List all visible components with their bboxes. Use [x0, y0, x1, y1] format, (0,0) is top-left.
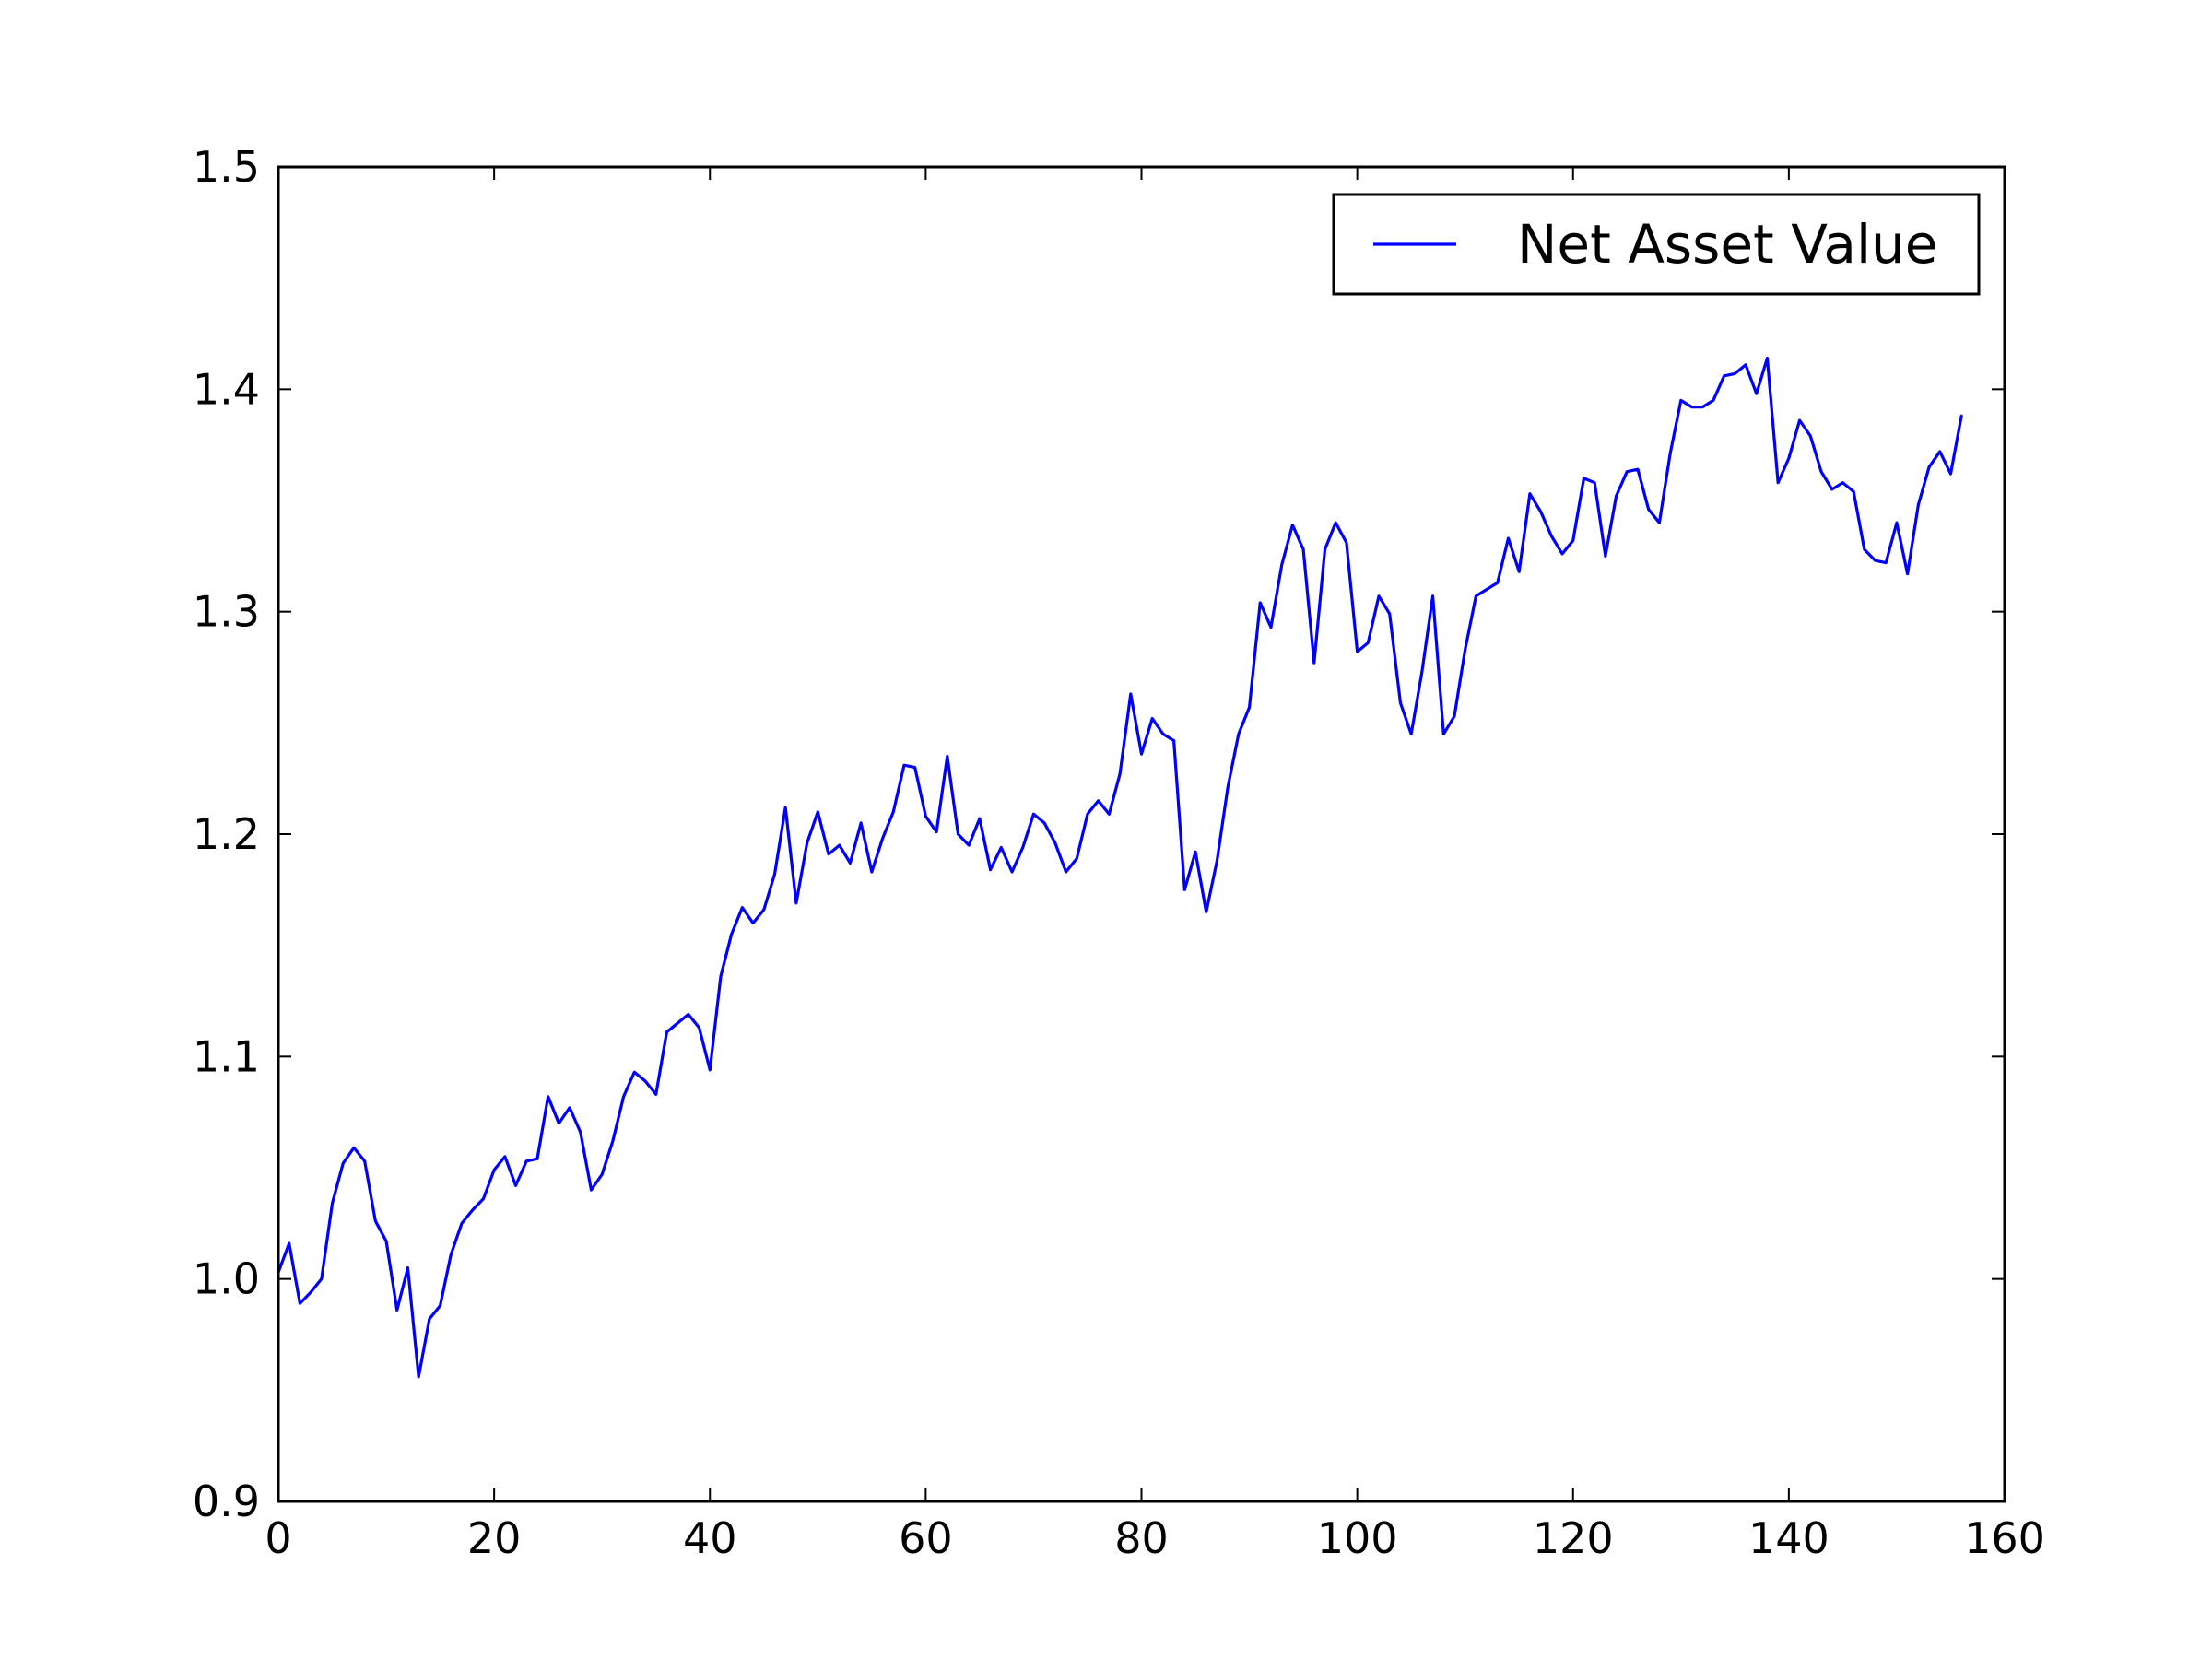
plot-frame — [276, 165, 2006, 1503]
y-tick-label: 1.2 — [193, 809, 260, 859]
ticks-layer: 0 20 40 60 80 100 120 140 160 0.9 1.0 1.1 1.2 1.3 1.4 1… — [193, 142, 2045, 1563]
y-tick-label: 1.0 — [193, 1254, 260, 1304]
y-tick-label: 1.1 — [193, 1031, 260, 1081]
x-tick-label: 0 — [265, 1513, 291, 1563]
x-tick-label: 100 — [1317, 1513, 1398, 1563]
x-tick-label: 140 — [1748, 1513, 1830, 1563]
x-tick-label: 60 — [899, 1513, 953, 1563]
y-tick-label: 1.5 — [193, 142, 260, 192]
x-tick-label: 160 — [1964, 1513, 2045, 1563]
series-line-net-asset-value — [276, 356, 1963, 1379]
x-tick-label: 20 — [467, 1513, 522, 1563]
x-tick-label: 40 — [683, 1513, 737, 1563]
series-layer — [276, 356, 1963, 1379]
legend: Net Asset Value — [1332, 193, 1981, 296]
x-tick-label: 120 — [1533, 1513, 1614, 1563]
y-tick-label: 1.3 — [193, 587, 260, 637]
x-tick-label: 80 — [1114, 1513, 1169, 1563]
legend-label-net-asset-value: Net Asset Value — [1517, 213, 1938, 276]
y-tick-label: 1.4 — [193, 364, 260, 414]
y-tick-label: 0.9 — [193, 1477, 260, 1526]
